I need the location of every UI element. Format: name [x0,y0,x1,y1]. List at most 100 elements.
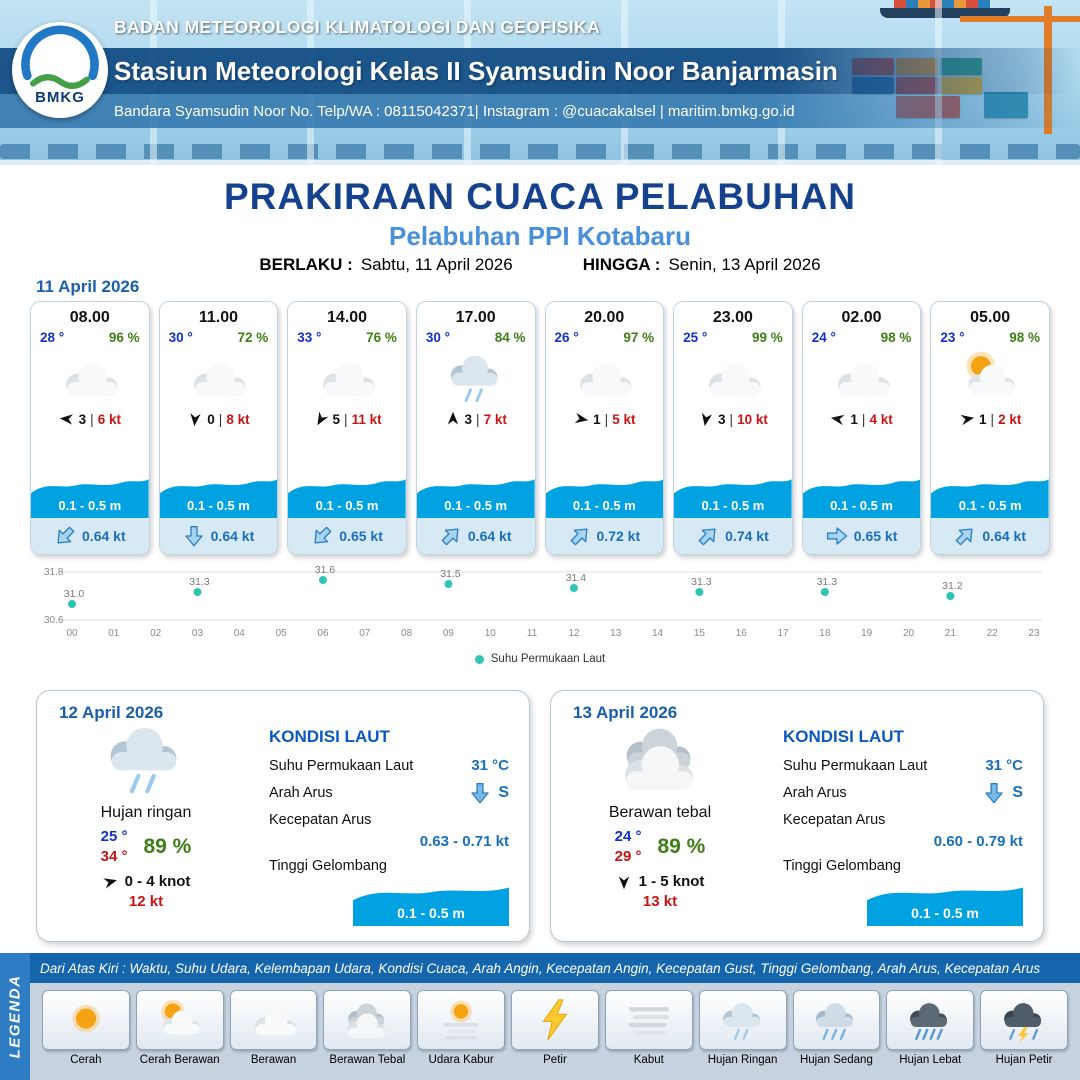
wave-height: 0.1 - 0.5 m [830,498,893,513]
separator: | [218,411,223,427]
legend-vertical-tab: LEGENDA [0,953,30,1080]
wind-speed: 1 [593,411,601,427]
svg-text:03: 03 [192,628,204,639]
svg-text:07: 07 [359,628,371,639]
wave-shape [867,887,1023,926]
wave-shape [802,479,921,518]
humidity: 98 % [880,330,912,345]
hourly-forecast-cards: 08.00 28 ° 96 % 3 | 6 kt 0.1 - 0.5 m 0.6… [30,301,1050,555]
valid-until: HINGGA : Senin, 13 April 2026 [583,255,821,275]
wind-row: 1 | 4 kt [803,407,921,431]
temp-humidity-row: 25 ° 99 % [674,327,792,345]
sst-label: Suhu Permukaan Laut [783,757,928,774]
bmkg-logo-text: BMKG [35,89,85,106]
daily-temp-min: 24 ° [614,828,642,845]
wind-direction-icon [829,410,848,429]
legend-section: Dari Atas Kiri : Waktu, Suhu Udara, Kele… [0,953,1080,1080]
temp-humidity-row: 33 ° 76 % [288,327,406,345]
daily-date: 13 April 2026 [573,703,678,722]
wind-row: 0 | 8 kt [160,407,278,431]
svg-text:22: 22 [987,628,999,639]
weather-icon [417,347,535,407]
wind-gust: 7 kt [483,411,507,427]
daily-wind-range: 0 - 4 knot [124,873,191,890]
wind-gust: 10 kt [737,411,768,427]
legend-item-label: Cerah Berawan [139,1054,220,1066]
daily-temps: 24 ° 29 ° 89 % [615,827,706,866]
wave-shape [416,479,535,518]
legend-weather-icon [604,990,693,1050]
temp-humidity-row: 23 ° 98 % [931,327,1049,345]
agency-name-text: BADAN METEOROLOGI KLIMATOLOGI DAN GEOFIS… [114,16,601,37]
svg-text:20: 20 [903,628,915,639]
current-speed: 0.72 kt [596,528,641,544]
daily-temp-min: 25 ° [100,828,128,845]
sst-row: Suhu Permukaan Laut 31 °C [783,757,1023,774]
wave-shape [674,479,792,518]
contact-info: Bandara Syamsudin Noor No. Telp/WA : 081… [0,94,1080,128]
legend-weather-icon [792,990,881,1050]
legend-weather-icon [980,990,1068,1050]
separator: | [344,411,348,427]
svg-text:18: 18 [819,628,831,639]
forecast-card: 11.00 30 ° 72 % 0 | 8 kt 0.1 - 0.5 m 0.6… [158,301,279,555]
daily-forecast-panel: 12 April 2026 Hujan ringan 25 ° 34 ° 89 … [36,690,530,942]
separator: | [90,411,94,427]
svg-text:31.2: 31.2 [942,580,963,592]
humidity: 96 % [108,330,140,345]
wind-speed: 5 [332,411,341,427]
sst-row: Suhu Permukaan Laut 31 °C [269,757,509,774]
svg-text:10: 10 [485,628,497,639]
daily-wind-direction-icon [616,874,632,890]
wave-height-band: 0.1 - 0.5 m [416,474,535,518]
temp-humidity-row: 30 ° 84 % [417,327,535,345]
forecast-time: 11.00 [198,309,239,326]
daily-temp-range: 25 ° 34 ° [101,827,128,866]
floor-line [0,160,1080,165]
svg-text:02: 02 [150,628,162,639]
current-speed: 0.65 kt [339,528,383,544]
legend-item: Cerah [42,990,130,1066]
current-direction-icon [693,520,724,551]
current-direction-icon [435,520,466,551]
separator: | [729,411,734,427]
wave-height: 0.1 - 0.5 m [701,498,765,513]
daily-humidity: 89 % [143,834,192,858]
current-speed-row: Kecepatan Arus [269,812,509,828]
current-speed: 0.64 kt [82,528,126,544]
legend-weather-icon [698,990,787,1050]
legend-vertical-label: LEGENDA [6,974,24,1059]
current-direction-icon [183,525,205,547]
wave-height-band: 0.1 - 0.5 m [545,474,664,518]
air-temperature: 25 ° [683,330,708,345]
current-direction-value: S [983,782,1023,804]
wind-direction-icon [58,410,75,427]
weather-icon [160,347,278,407]
air-temperature: 26 ° [554,330,579,345]
wind-speed: 3 [78,411,87,427]
current-direction-icon [983,782,1005,804]
daily-wind-row: 1 - 5 knot [616,873,704,890]
valid-from-value: Sabtu, 11 April 2026 [360,255,513,274]
wind-gust: 4 kt [869,411,893,427]
svg-text:31.5: 31.5 [440,568,461,580]
current-direction-icon [307,520,338,551]
humidity: 98 % [1009,330,1040,345]
daily-forecast-panels: 12 April 2026 Hujan ringan 25 ° 34 ° 89 … [36,690,1044,942]
hourly-forecast-date: 11 April 2026 [36,277,140,296]
wind-row: 3 | 10 kt [674,407,792,431]
daily-condition: Berawan tebal [608,804,712,821]
legend-item: Cerah Berawan [135,990,224,1066]
wave-height-label: Tinggi Gelombang [783,858,901,874]
wind-speed: 3 [464,411,473,427]
header-banner: BADAN METEOROLOGI KLIMATOLOGI DAN GEOFIS… [0,0,1080,165]
bmkg-logo-icon [21,25,99,89]
wave-height: 0.1 - 0.5 m [444,498,508,513]
svg-text:19: 19 [861,628,873,639]
svg-text:12: 12 [568,628,580,639]
wave-height-band: 0.1 - 0.5 m [159,474,278,518]
svg-text:31.3: 31.3 [817,576,838,588]
legend-item-label: Hujan Lebat [899,1054,962,1066]
legend-weather-icon [417,990,506,1050]
